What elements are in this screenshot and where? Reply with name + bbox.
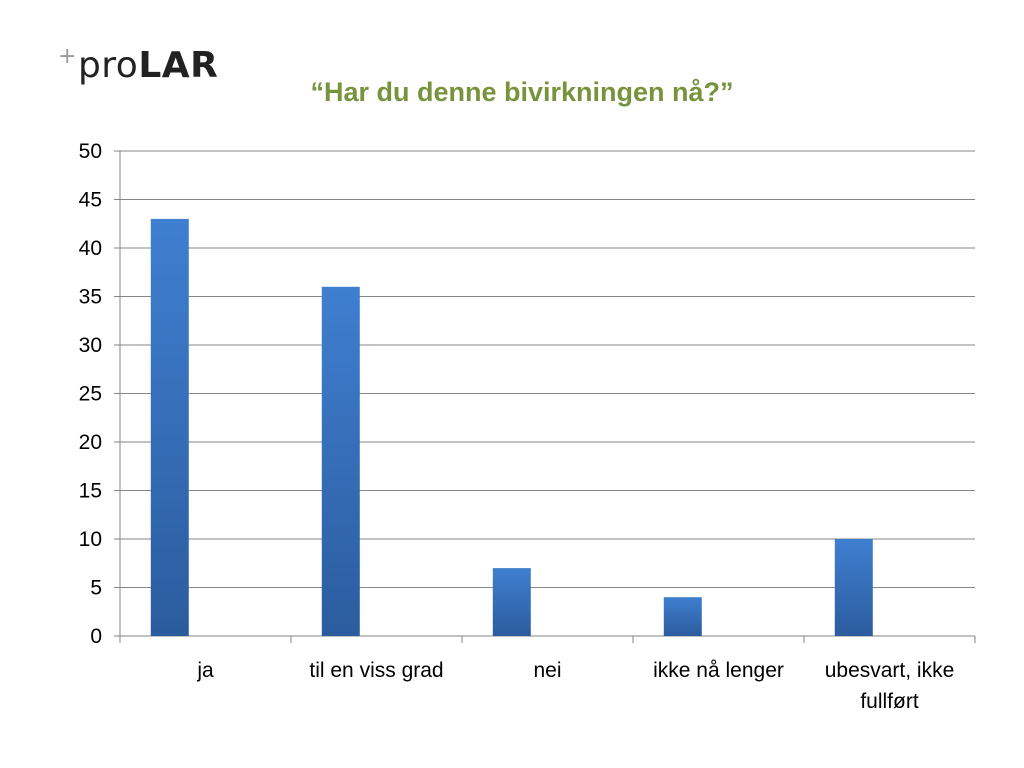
y-tick-label: 35	[79, 286, 102, 309]
y-tick-label: 20	[79, 431, 102, 454]
y-tick-label: 40	[79, 237, 102, 260]
y-tick-label: 50	[79, 140, 102, 163]
x-tick-label: ikke nå lenger	[653, 659, 784, 682]
bar	[663, 597, 702, 636]
y-tick-label: 5	[90, 577, 102, 600]
logo-lar: LAR	[138, 45, 219, 86]
y-tick-labels: 0 5 10 15 20 25 30 35 40 45 50	[79, 140, 102, 648]
bar	[321, 286, 360, 636]
y-tick-label: 25	[79, 383, 102, 406]
x-tick-label: ubesvart, ikke fullført	[825, 659, 955, 713]
prolar-logo: +proLAR	[58, 44, 218, 86]
x-tick-labels: ja til en viss grad nei ikke nå lenger ubesv…	[196, 659, 954, 713]
bar	[150, 218, 189, 636]
bar	[834, 539, 873, 636]
x-tick-label: ja	[196, 659, 214, 682]
chart-title: “Har du denne bivirkningen nå?”	[310, 77, 734, 107]
logo-plus: +	[58, 44, 77, 69]
y-tick-label: 10	[79, 528, 102, 551]
bar	[492, 568, 531, 636]
y-tick-label: 0	[90, 625, 102, 648]
bars	[150, 218, 873, 636]
gridlines	[120, 150, 975, 588]
axes	[114, 150, 976, 643]
y-tick-label: 45	[79, 189, 102, 212]
x-tick-label: nei	[533, 659, 561, 682]
logo-pro: pro	[77, 45, 139, 86]
x-tick-label: til en viss grad	[309, 659, 443, 682]
y-tick-label: 15	[79, 480, 102, 503]
y-tick-label: 30	[79, 334, 102, 357]
